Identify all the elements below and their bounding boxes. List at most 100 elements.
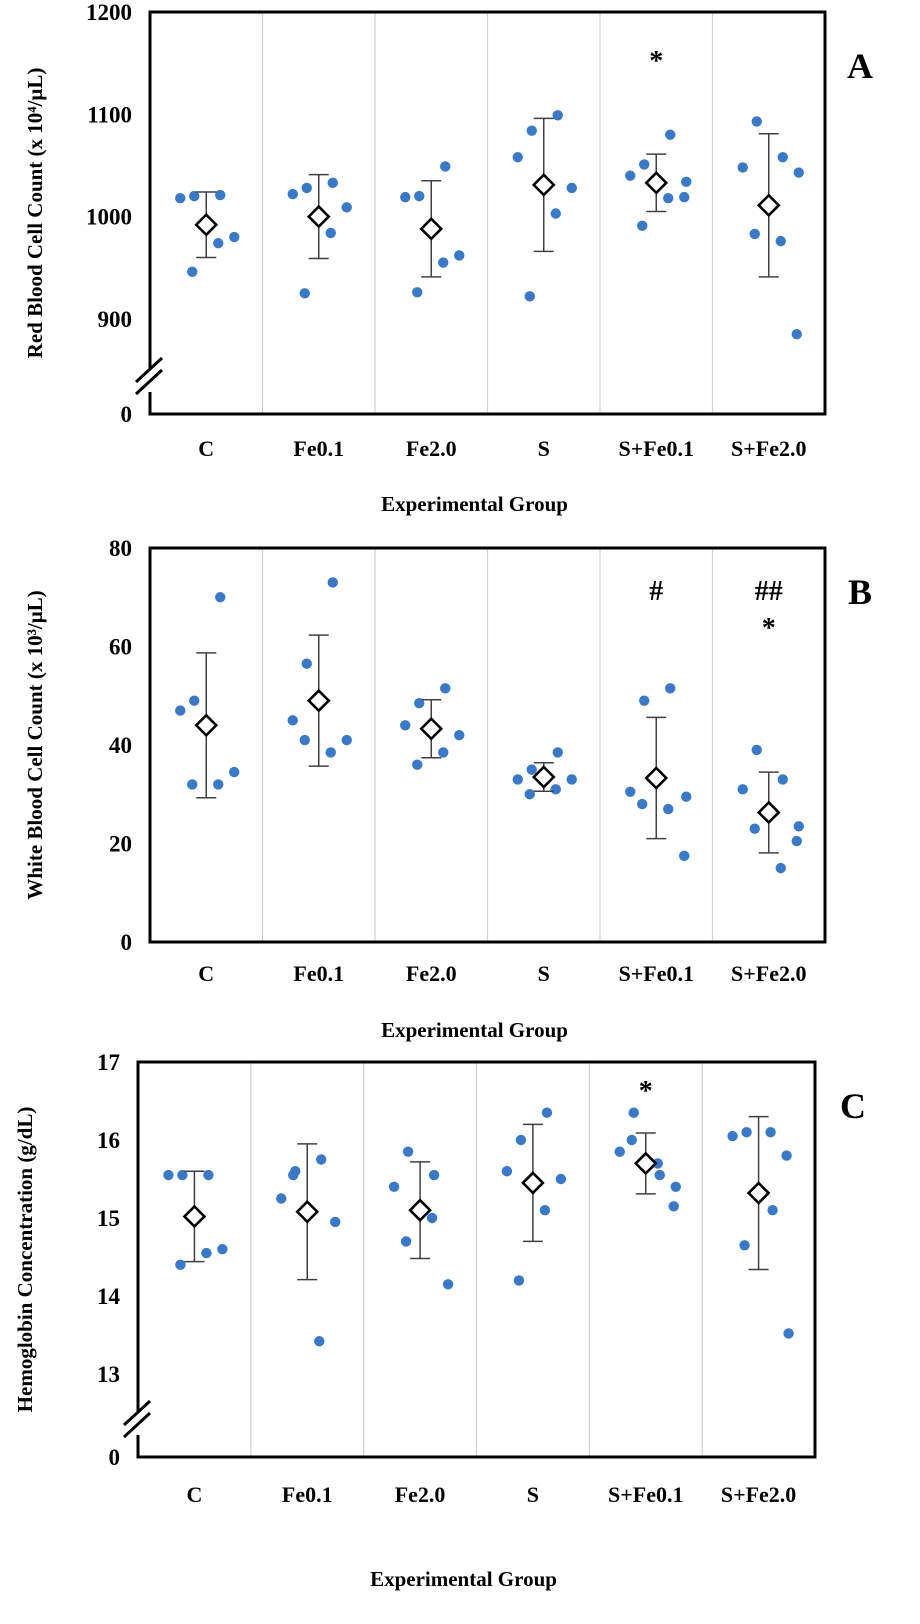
mean-marker — [194, 212, 219, 237]
data-point — [229, 231, 240, 243]
data-point — [665, 683, 676, 694]
data-point — [316, 1154, 327, 1165]
panel-label: C — [840, 1086, 866, 1126]
data-point — [749, 228, 760, 240]
data-point — [679, 191, 690, 203]
data-point — [189, 190, 200, 202]
data-point — [552, 110, 563, 121]
x-tick-label: Fe2.0 — [406, 436, 457, 461]
y-tick-label: 1200 — [86, 0, 132, 25]
data-point — [524, 291, 535, 302]
axis-break-mark — [122, 1399, 152, 1427]
x-tick-label: Fe2.0 — [406, 961, 457, 986]
x-tick-label: Fe0.1 — [293, 961, 344, 986]
data-point — [652, 1158, 663, 1169]
data-point — [454, 729, 465, 741]
data-point — [626, 1134, 637, 1146]
chart-panel-b: 0 20 40 60 80 C Fe0.1 Fe2.0 S S+Fe0.1 S+Fe2.0 Exper… — [23, 536, 872, 1042]
data-point — [175, 705, 186, 716]
data-point — [775, 235, 786, 247]
data-point — [327, 177, 338, 189]
data-point — [681, 176, 692, 187]
data-point — [512, 152, 523, 163]
data-point — [625, 786, 636, 797]
data-point — [177, 1169, 188, 1181]
data-point — [229, 766, 240, 778]
x-tick-label: C — [186, 1482, 202, 1507]
data-point — [737, 162, 748, 173]
x-tick-label: S+Fe0.1 — [619, 961, 694, 986]
y-tick-label: 0 — [121, 402, 133, 427]
mean-marker — [194, 713, 219, 738]
mean-marker — [408, 1198, 432, 1223]
significance-marker: ## — [755, 576, 783, 607]
mean-marker — [521, 1171, 545, 1195]
y-tick-label: 0 — [109, 1445, 121, 1470]
data-point — [276, 1193, 287, 1204]
data-point — [428, 1169, 440, 1181]
x-tick-label: S+Fe2.0 — [731, 436, 806, 461]
mean-marker — [419, 217, 444, 241]
y-axis-title: White Blood Cell Count (x 10³/μL) — [23, 590, 47, 899]
data-point — [628, 1107, 639, 1118]
y-tick-label: 16 — [97, 1128, 120, 1153]
data-point — [767, 1205, 778, 1216]
x-tick-label: Fe0.1 — [282, 1482, 333, 1507]
data-point — [550, 784, 561, 795]
data-point — [341, 734, 352, 746]
data-point — [400, 191, 411, 203]
y-tick-label: 17 — [97, 1050, 120, 1075]
data-point — [299, 288, 310, 299]
y-tick-label: 14 — [97, 1284, 121, 1309]
mean-marker — [644, 766, 669, 790]
data-point — [414, 697, 425, 709]
axis-break-mark — [122, 1411, 152, 1439]
data-point — [625, 170, 636, 181]
data-point — [341, 202, 352, 213]
data-point — [213, 237, 224, 249]
data-point — [215, 592, 226, 603]
mean-marker — [531, 173, 556, 197]
data-point — [668, 1201, 679, 1212]
data-point — [741, 1127, 752, 1138]
data-point — [299, 734, 310, 746]
data-point — [187, 779, 198, 790]
x-tick-label: S+Fe2.0 — [721, 1482, 796, 1507]
data-point — [639, 695, 650, 706]
data-point — [440, 683, 451, 694]
data-point — [777, 152, 788, 163]
y-tick-label: 1100 — [87, 102, 132, 127]
significance-marker: * — [762, 613, 776, 644]
mean-marker — [182, 1204, 207, 1229]
data-point — [663, 192, 674, 204]
y-tick-label: 40 — [109, 733, 132, 758]
data-point — [515, 1134, 527, 1146]
data-point — [654, 1169, 665, 1181]
data-point — [793, 167, 804, 178]
y-axis-title: Hemoglobin Concentration (g/dL) — [13, 1107, 37, 1413]
mean-marker — [633, 1151, 658, 1176]
y-tick-label: 60 — [109, 635, 132, 660]
mean-marker — [306, 204, 331, 229]
data-point — [783, 1328, 794, 1339]
data-point — [388, 1181, 400, 1193]
data-point — [552, 747, 563, 758]
x-tick-label: S+Fe2.0 — [731, 961, 806, 986]
data-point — [203, 1169, 214, 1181]
data-point — [412, 287, 423, 298]
data-point — [325, 227, 336, 239]
data-point — [301, 182, 312, 194]
data-point — [681, 791, 692, 802]
data-point — [550, 208, 561, 219]
data-point — [325, 747, 336, 758]
data-point — [287, 715, 298, 726]
data-point — [163, 1169, 174, 1181]
data-point — [555, 1173, 567, 1185]
panel-label: A — [847, 46, 873, 86]
data-point — [566, 774, 577, 785]
mean-marker — [644, 170, 669, 195]
data-point — [751, 744, 762, 756]
data-point — [727, 1130, 738, 1142]
x-tick-label: C — [198, 436, 214, 461]
